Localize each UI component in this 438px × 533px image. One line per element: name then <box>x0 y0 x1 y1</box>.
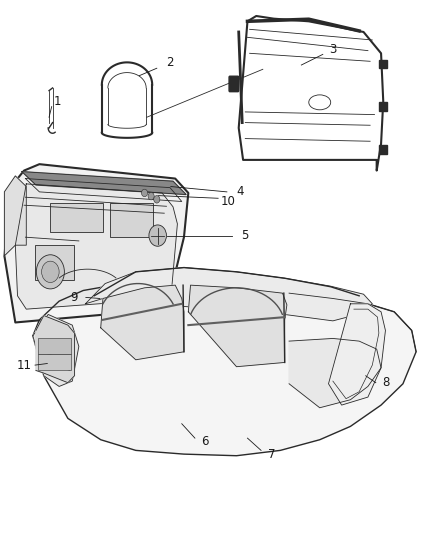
Text: 8: 8 <box>383 376 390 389</box>
Polygon shape <box>33 314 79 386</box>
Text: 6: 6 <box>201 435 209 448</box>
Polygon shape <box>4 176 26 256</box>
Polygon shape <box>188 285 287 367</box>
Polygon shape <box>22 172 186 195</box>
Text: 7: 7 <box>268 448 276 461</box>
Text: 4: 4 <box>236 185 244 198</box>
Bar <box>379 145 387 154</box>
Text: 11: 11 <box>17 359 32 372</box>
Bar <box>379 102 387 111</box>
Polygon shape <box>15 184 177 309</box>
Circle shape <box>148 192 154 200</box>
Polygon shape <box>36 316 74 383</box>
FancyBboxPatch shape <box>110 203 153 237</box>
Bar <box>379 60 387 68</box>
Circle shape <box>154 196 160 203</box>
Circle shape <box>42 261 59 282</box>
Polygon shape <box>4 164 188 322</box>
Bar <box>38 354 71 370</box>
Text: 3: 3 <box>329 43 336 55</box>
Polygon shape <box>289 338 381 408</box>
Bar <box>38 338 71 354</box>
FancyBboxPatch shape <box>229 76 239 92</box>
Polygon shape <box>85 268 372 321</box>
Polygon shape <box>101 285 184 360</box>
Text: 10: 10 <box>220 195 235 208</box>
Text: 1: 1 <box>53 95 61 108</box>
Circle shape <box>149 225 166 246</box>
FancyBboxPatch shape <box>35 245 74 280</box>
Text: 9: 9 <box>71 291 78 304</box>
Circle shape <box>36 255 64 289</box>
Text: 2: 2 <box>166 56 174 69</box>
FancyBboxPatch shape <box>50 203 103 232</box>
Polygon shape <box>328 304 385 405</box>
Circle shape <box>141 189 148 197</box>
Text: 5: 5 <box>241 229 248 242</box>
Polygon shape <box>33 282 416 456</box>
